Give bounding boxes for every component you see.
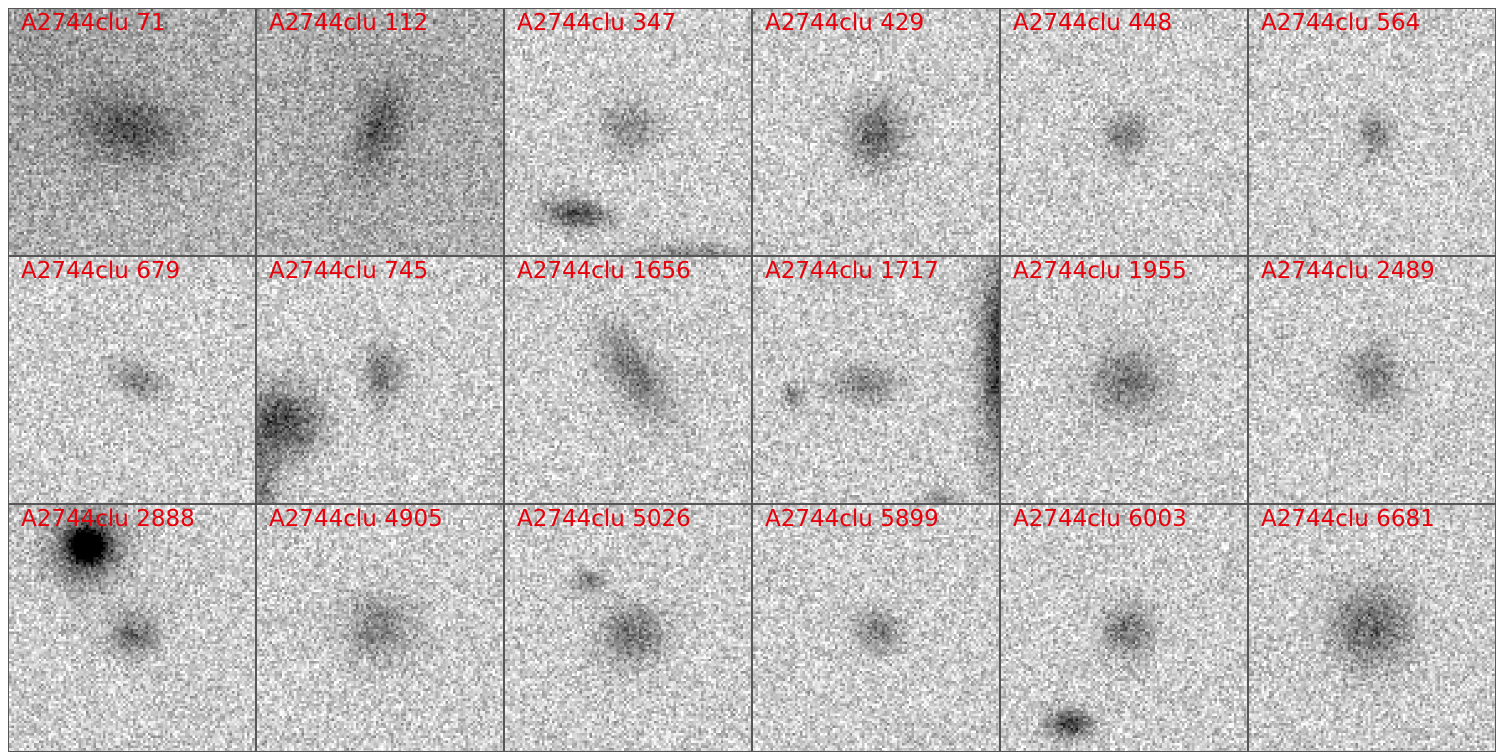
- galaxy-image: [505, 257, 751, 503]
- cutout-panel: A2744clu 5899: [752, 504, 1000, 752]
- cutout-label: A2744clu 1717: [765, 258, 939, 284]
- cutout-panel: A2744clu 429: [752, 8, 1000, 256]
- galaxy-image: [9, 505, 255, 751]
- cutout-panel: A2744clu 71: [8, 8, 256, 256]
- cutout-panel: A2744clu 4905: [256, 504, 504, 752]
- galaxy-image: [505, 9, 751, 255]
- cutout-label: A2744clu 347: [517, 10, 677, 36]
- cutout-panel: A2744clu 2888: [8, 504, 256, 752]
- cutout-label: A2744clu 429: [765, 10, 925, 36]
- cutout-panel: A2744clu 679: [8, 256, 256, 504]
- cutout-panel: A2744clu 448: [1000, 8, 1248, 256]
- cutout-label: A2744clu 4905: [269, 506, 443, 532]
- cutout-label: A2744clu 2888: [21, 506, 195, 532]
- galaxy-image: [1001, 9, 1247, 255]
- galaxy-image: [1249, 257, 1495, 503]
- cutout-label: A2744clu 5899: [765, 506, 939, 532]
- cutout-label: A2744clu 112: [269, 10, 429, 36]
- cutout-panel: A2744clu 5026: [504, 504, 752, 752]
- galaxy-image: [1249, 505, 1495, 751]
- galaxy-image: [1001, 505, 1247, 751]
- galaxy-image: [1249, 9, 1495, 255]
- cutout-panel: A2744clu 6681: [1248, 504, 1496, 752]
- cutout-label: A2744clu 2489: [1261, 258, 1435, 284]
- galaxy-image: [9, 257, 255, 503]
- galaxy-image: [753, 505, 999, 751]
- galaxy-image: [9, 9, 255, 255]
- cutout-label: A2744clu 1656: [517, 258, 691, 284]
- cutout-panel: A2744clu 112: [256, 8, 504, 256]
- cutout-panel: A2744clu 745: [256, 256, 504, 504]
- galaxy-image: [257, 9, 503, 255]
- cutout-panel: A2744clu 1717: [752, 256, 1000, 504]
- galaxy-image: [753, 9, 999, 255]
- cutout-label: A2744clu 448: [1013, 10, 1173, 36]
- galaxy-image: [753, 257, 999, 503]
- cutout-label: A2744clu 6681: [1261, 506, 1435, 532]
- galaxy-image: [257, 257, 503, 503]
- cutout-panel: A2744clu 347: [504, 8, 752, 256]
- cutout-label: A2744clu 71: [21, 10, 166, 36]
- cutout-grid: A2744clu 71 A2744clu 112 A2744clu 347 A2744…: [8, 8, 1496, 752]
- cutout-panel: A2744clu 1656: [504, 256, 752, 504]
- cutout-label: A2744clu 564: [1261, 10, 1421, 36]
- cutout-label: A2744clu 745: [269, 258, 429, 284]
- galaxy-image: [257, 505, 503, 751]
- galaxy-image: [505, 505, 751, 751]
- galaxy-image: [1001, 257, 1247, 503]
- cutout-label: A2744clu 1955: [1013, 258, 1187, 284]
- cutout-label: A2744clu 679: [21, 258, 181, 284]
- cutout-label: A2744clu 5026: [517, 506, 691, 532]
- cutout-panel: A2744clu 1955: [1000, 256, 1248, 504]
- cutout-panel: A2744clu 6003: [1000, 504, 1248, 752]
- cutout-panel: A2744clu 564: [1248, 8, 1496, 256]
- cutout-label: A2744clu 6003: [1013, 506, 1187, 532]
- cutout-panel: A2744clu 2489: [1248, 256, 1496, 504]
